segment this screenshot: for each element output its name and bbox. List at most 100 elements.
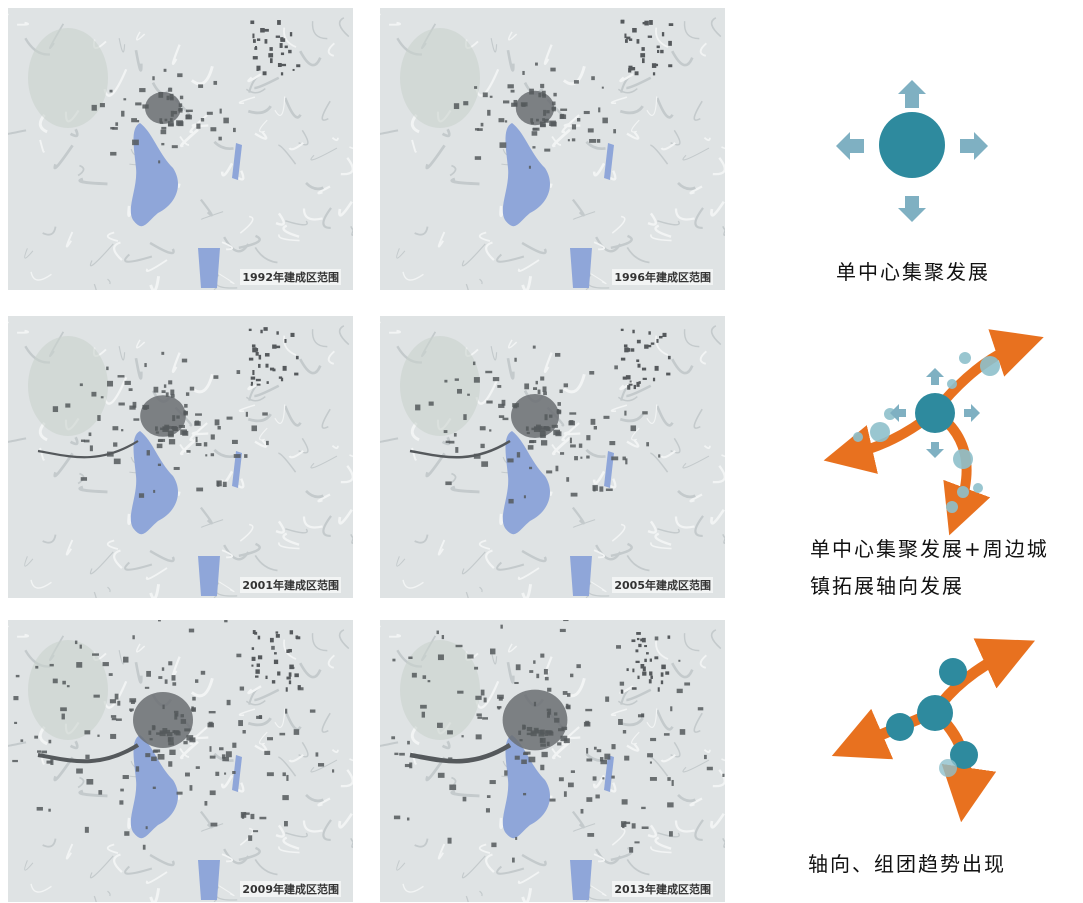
built-up — [282, 365, 287, 371]
relief — [465, 895, 469, 902]
relief — [561, 114, 580, 134]
built-up — [183, 741, 188, 745]
built-up — [263, 327, 268, 331]
built-up — [576, 664, 581, 669]
built-up — [543, 668, 548, 675]
built-up — [486, 795, 491, 798]
relief — [549, 183, 553, 188]
relief — [311, 633, 328, 652]
built-up — [276, 345, 281, 349]
built-up — [260, 27, 265, 33]
relief — [441, 436, 451, 446]
built-up — [113, 458, 121, 465]
built-up — [180, 714, 184, 718]
built-up — [546, 741, 550, 746]
built-up — [650, 737, 657, 742]
built-up — [447, 730, 453, 735]
built-up — [598, 107, 601, 113]
relief — [396, 556, 406, 567]
built-up — [41, 750, 48, 754]
relief — [610, 404, 628, 413]
built-up — [596, 139, 601, 143]
built-up — [474, 666, 479, 670]
built-up — [566, 693, 571, 697]
built-up — [256, 663, 260, 667]
built-up — [392, 658, 396, 662]
built-up — [265, 675, 268, 680]
built-up — [255, 669, 260, 674]
relief — [585, 899, 589, 902]
lake — [502, 123, 550, 227]
relief — [338, 200, 353, 217]
relief — [213, 140, 234, 150]
diagram-cluster — [831, 638, 1036, 823]
relief — [189, 422, 208, 442]
relief — [349, 146, 353, 150]
built-up — [124, 380, 131, 385]
relief — [595, 848, 622, 865]
built-up — [409, 439, 511, 459]
built-up — [231, 439, 238, 444]
relief — [496, 253, 525, 263]
relief — [179, 128, 199, 148]
built-up — [441, 635, 445, 640]
built-up — [256, 38, 261, 41]
relief — [610, 708, 628, 717]
built-up — [666, 372, 671, 376]
relief — [593, 241, 605, 251]
built-up — [160, 427, 165, 431]
built-up — [264, 28, 269, 32]
relief — [278, 144, 297, 165]
relief — [106, 231, 119, 242]
relief — [619, 73, 634, 83]
relief — [171, 44, 181, 65]
built-up — [627, 385, 631, 390]
built-up — [233, 454, 241, 458]
relief — [288, 754, 304, 763]
built-up — [528, 165, 531, 169]
built-up — [267, 737, 274, 741]
built-up — [391, 736, 396, 740]
built-up — [269, 47, 273, 51]
built-up — [497, 694, 504, 699]
relief — [247, 717, 272, 727]
built-up — [138, 493, 145, 498]
built-up — [633, 384, 637, 390]
built-up — [160, 129, 167, 135]
built-up — [288, 672, 292, 677]
relief — [200, 211, 224, 220]
relief — [380, 741, 399, 748]
built-up — [80, 439, 86, 442]
built-up — [631, 823, 636, 829]
built-up — [630, 425, 637, 432]
relief — [722, 838, 725, 843]
relief — [106, 539, 119, 550]
built-up — [560, 108, 568, 111]
built-up — [200, 670, 206, 675]
built-up — [252, 630, 256, 635]
built-up — [121, 429, 124, 432]
relief — [238, 846, 261, 862]
built-up — [489, 95, 493, 98]
built-up — [503, 100, 510, 104]
built-up — [641, 806, 646, 810]
built-up — [646, 652, 649, 655]
built-up — [239, 686, 245, 691]
built-up — [272, 344, 277, 349]
built-up — [274, 652, 277, 655]
built-up — [636, 632, 641, 635]
relief — [8, 741, 27, 748]
relief — [631, 731, 640, 745]
built-up — [121, 110, 125, 117]
relief — [551, 436, 571, 456]
built-up — [191, 707, 196, 712]
relief — [425, 144, 446, 170]
relief — [496, 561, 525, 571]
relief — [721, 146, 725, 150]
built-up — [436, 630, 439, 635]
relief — [693, 100, 703, 121]
built-up — [309, 709, 316, 713]
relief — [89, 243, 114, 267]
relief — [177, 491, 181, 496]
built-up — [620, 328, 624, 332]
